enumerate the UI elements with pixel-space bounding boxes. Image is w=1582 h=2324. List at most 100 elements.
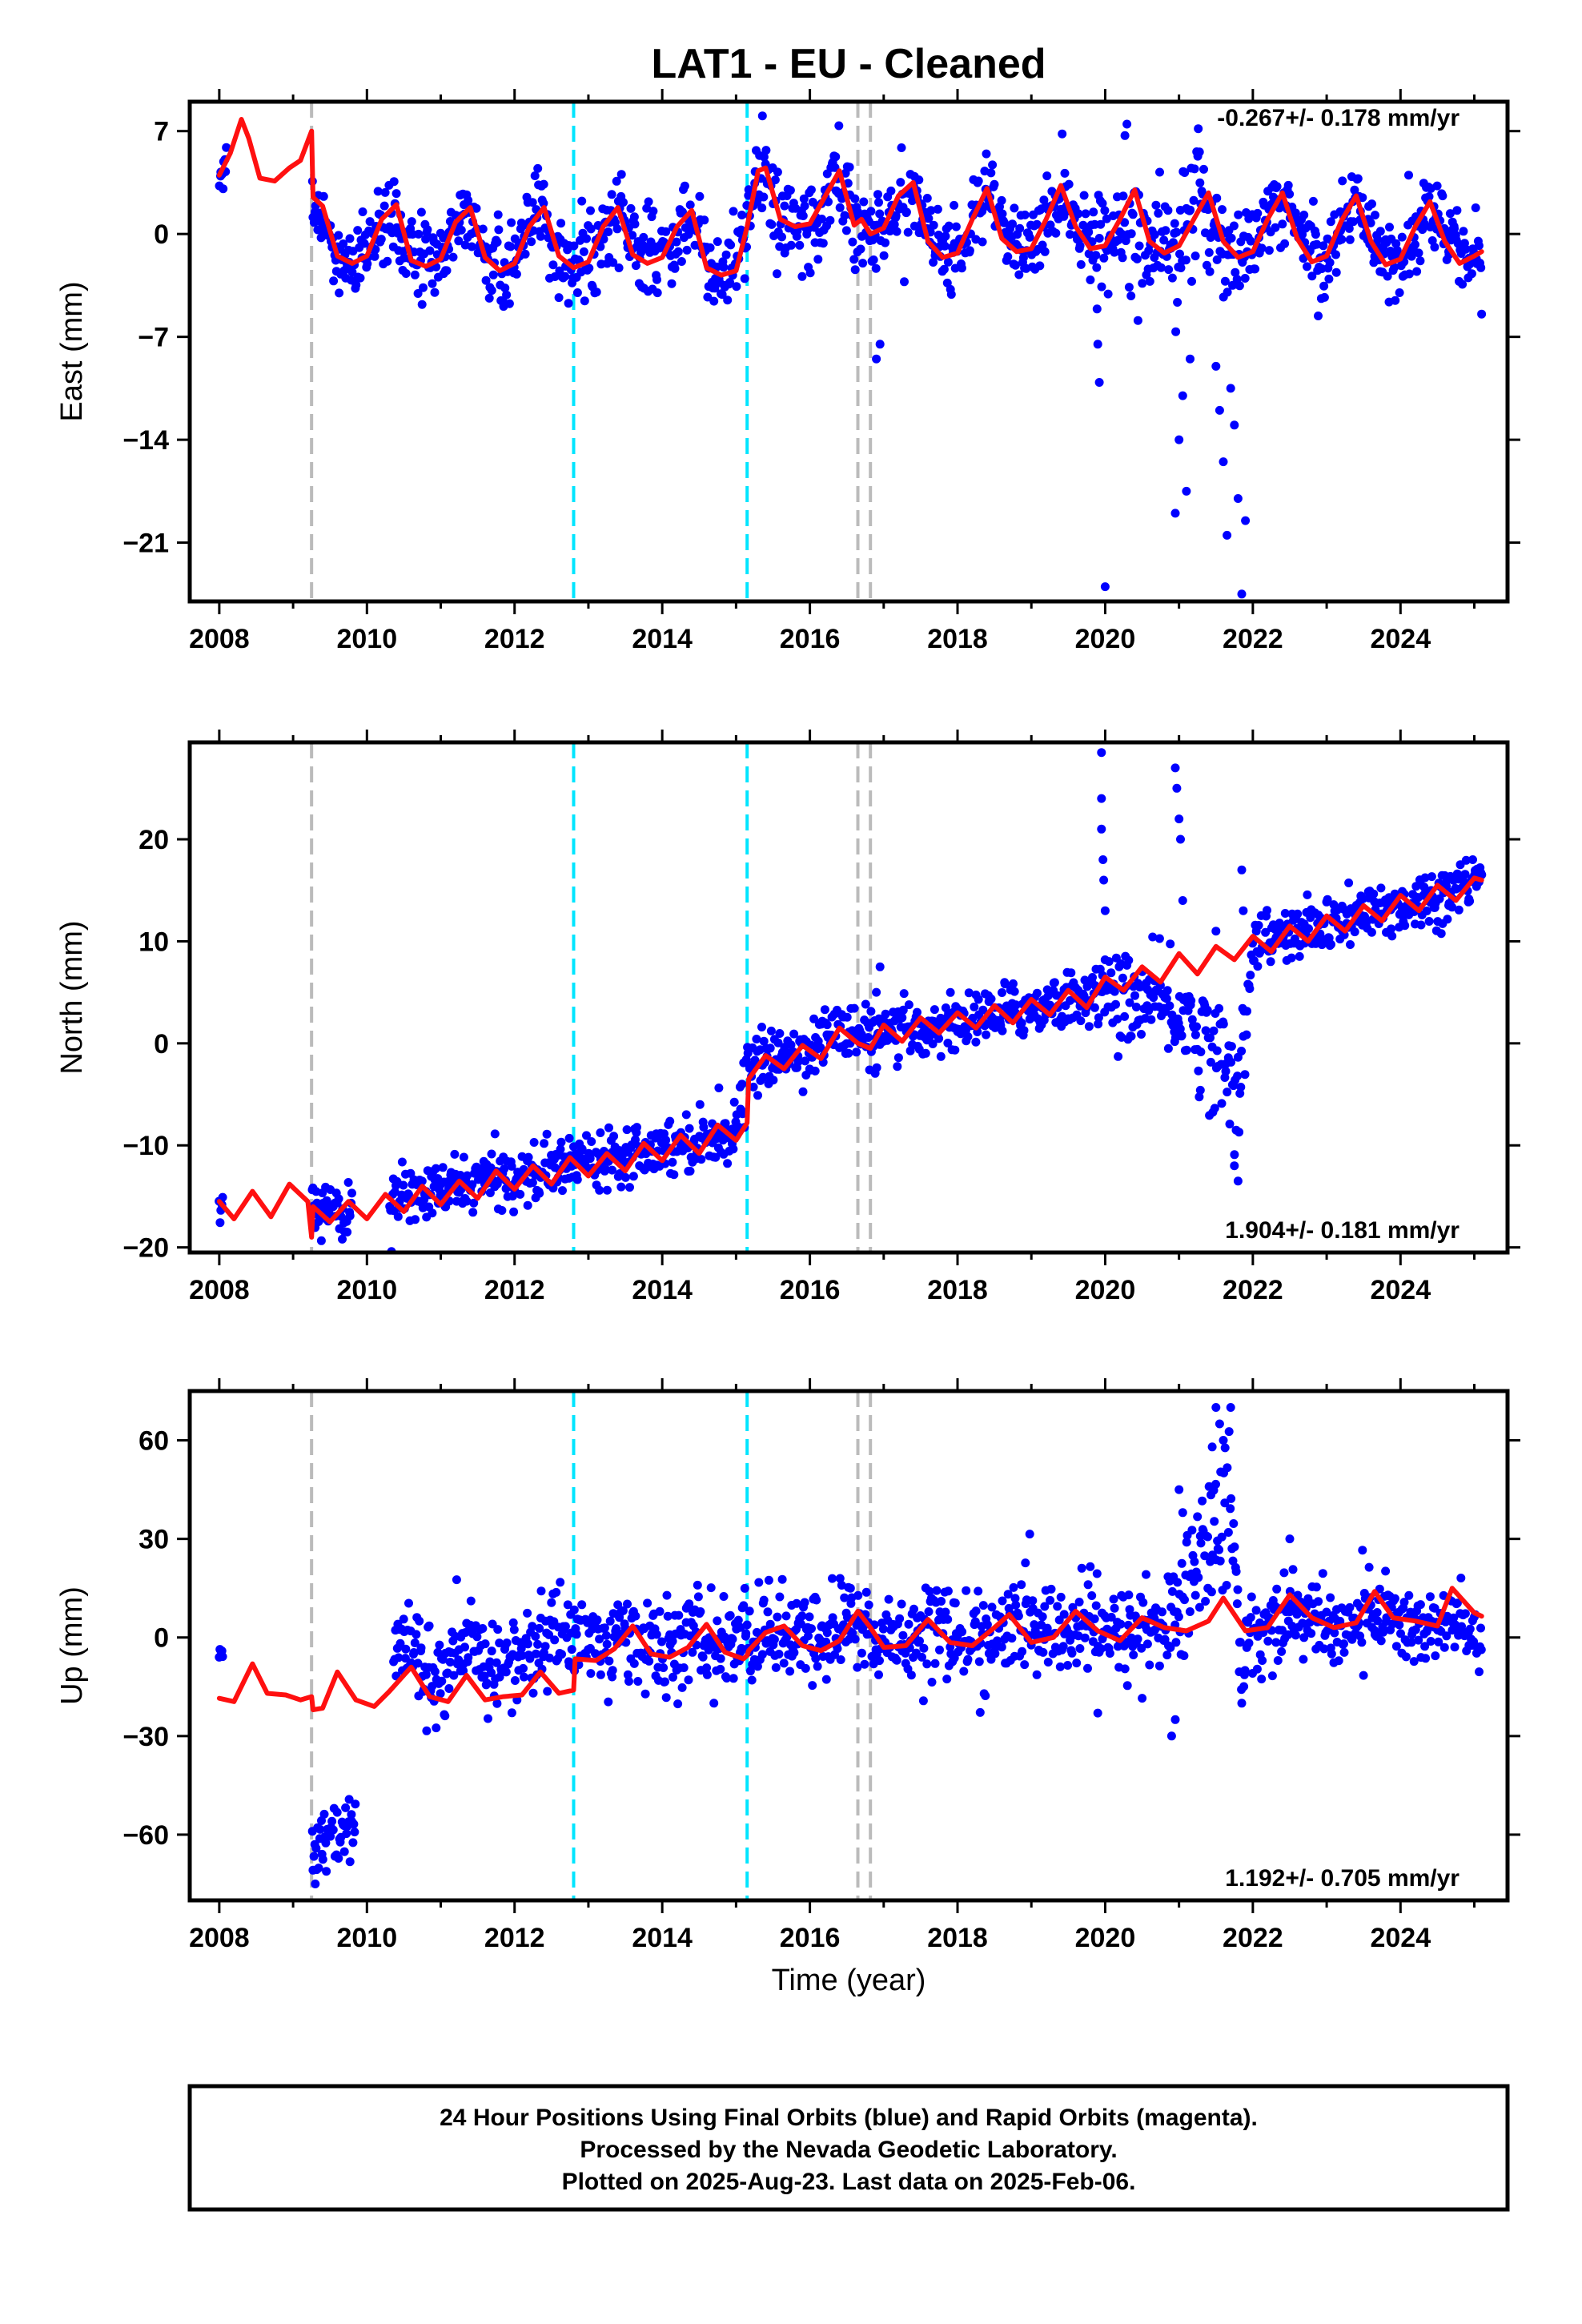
east-point [929, 258, 938, 267]
up-point [459, 1666, 468, 1675]
east-point [648, 207, 658, 216]
north-point [1084, 1022, 1094, 1031]
up-point [1080, 1633, 1090, 1642]
up-point [1420, 1642, 1430, 1651]
east-point [670, 263, 680, 273]
up-point [492, 1658, 501, 1667]
north-y-axis: 20 10 0 −10 −20 [122, 825, 1520, 1264]
up-point [1426, 1637, 1435, 1646]
north-point [1177, 1031, 1186, 1040]
up-point [853, 1590, 863, 1600]
up-point [1220, 1443, 1230, 1453]
north-point [1427, 872, 1436, 882]
up-point [321, 1838, 331, 1848]
east-x-tick-label: 2020 [1075, 624, 1136, 654]
east-point [1212, 255, 1222, 264]
east-point [685, 200, 695, 210]
up-point [644, 1656, 654, 1666]
east-point [1118, 191, 1128, 201]
up-point [1257, 1675, 1267, 1684]
up-point [1063, 1661, 1073, 1670]
north-point [462, 1196, 472, 1206]
north-point [849, 1003, 859, 1013]
east-point [1458, 279, 1468, 289]
east-point [1283, 180, 1293, 190]
east-point [363, 259, 372, 268]
east-point [1395, 288, 1404, 297]
up-x-tick-label: 2020 [1075, 1923, 1136, 1953]
up-point [309, 1852, 319, 1861]
up-point [990, 1649, 1000, 1659]
up-point [502, 1638, 512, 1647]
east-point [785, 186, 795, 195]
east-point [988, 160, 998, 170]
north-point [1111, 999, 1120, 1009]
up-point [713, 1616, 722, 1626]
up-point [833, 1644, 842, 1654]
up-point [1224, 1427, 1234, 1437]
east-point [997, 195, 1006, 205]
up-point [1215, 1545, 1224, 1554]
east-point [1371, 211, 1379, 220]
north-point [1094, 1013, 1103, 1023]
east-point [723, 296, 733, 305]
up-point [1390, 1594, 1399, 1603]
up-point [1217, 1532, 1227, 1542]
north-point [1088, 973, 1097, 982]
up-point [510, 1676, 520, 1685]
east-point [1331, 250, 1340, 259]
east-point [805, 268, 815, 278]
east-point [725, 278, 735, 287]
north-point [1212, 1046, 1222, 1055]
east-point [1397, 232, 1407, 242]
east-point [1040, 247, 1050, 256]
north-point [1240, 1070, 1250, 1080]
up-point [484, 1714, 492, 1723]
up-point [781, 1611, 791, 1621]
east-point [729, 207, 738, 216]
east-point [1438, 191, 1447, 201]
east-point [709, 296, 719, 306]
east-point [950, 200, 959, 210]
up-point [552, 1587, 561, 1597]
east-outlier-point [1186, 354, 1195, 364]
up-point [311, 1844, 321, 1853]
up-point [1327, 1649, 1336, 1659]
up-point [487, 1647, 496, 1656]
east-point [799, 194, 809, 203]
north-point [1219, 1019, 1228, 1029]
east-point [1110, 247, 1119, 257]
north-point [798, 1087, 808, 1096]
up-model-line [216, 1586, 1484, 1712]
north-x-tick-label: 2024 [1370, 1275, 1431, 1305]
east-point [1175, 249, 1184, 259]
east-point [355, 273, 365, 283]
east-point [478, 224, 488, 234]
up-point [922, 1659, 932, 1669]
up-point [777, 1574, 787, 1584]
up-point [693, 1580, 702, 1590]
north-point [820, 1005, 829, 1015]
up-point [835, 1574, 845, 1583]
north-point [773, 1038, 783, 1047]
north-outlier-point [1172, 783, 1182, 793]
up-point [1091, 1601, 1101, 1610]
up-point [464, 1653, 473, 1663]
up-point [1277, 1647, 1287, 1656]
north-point [1447, 903, 1457, 912]
up-point [460, 1642, 469, 1652]
north-point [1154, 934, 1164, 943]
up-point [962, 1586, 971, 1595]
east-point [512, 269, 521, 279]
up-point [1339, 1639, 1348, 1649]
east-point [1124, 283, 1134, 292]
up-point [328, 1825, 338, 1835]
north-point [1242, 1030, 1251, 1039]
east-point [850, 265, 860, 275]
north-point [974, 995, 983, 1004]
east-point [1257, 243, 1267, 253]
north-point [468, 1208, 478, 1217]
up-point [1028, 1596, 1038, 1606]
up-point [668, 1636, 677, 1646]
up-point [754, 1578, 764, 1587]
